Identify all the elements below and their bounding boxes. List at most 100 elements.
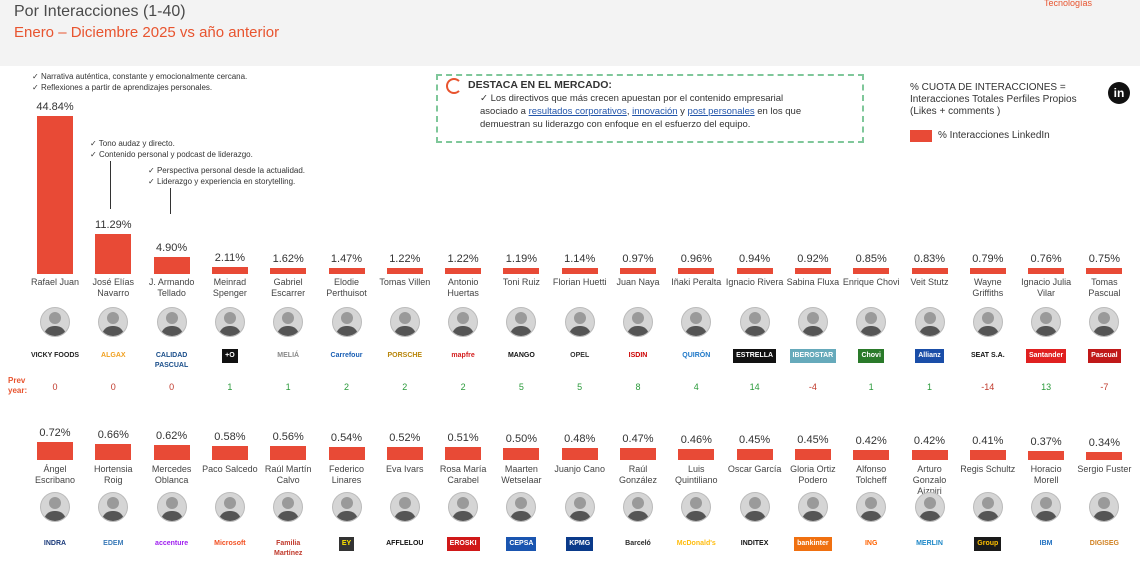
person-name: Iñaki Peralta <box>671 277 722 287</box>
page-subtitle: Por Interacciones (1-40) <box>14 3 186 20</box>
callout-text: en los que <box>754 106 802 117</box>
callout-text: y <box>677 106 688 117</box>
bar <box>736 268 773 274</box>
note-line: Perspectiva personal desde la actualidad… <box>148 165 305 176</box>
bar <box>445 447 482 460</box>
company-logo: INDITEX <box>726 537 784 551</box>
prev-year-value: 1 <box>227 382 233 392</box>
person-name: Raúl González <box>618 464 658 485</box>
person-name: Raúl Martín Calvo <box>264 464 312 485</box>
avatar <box>448 307 479 337</box>
prev-year-value: 5 <box>518 382 524 392</box>
company-logo: Familia Martínez <box>259 537 317 561</box>
data-label: 0.75% <box>1088 253 1120 265</box>
company-name: IBEROSTAR <box>789 349 837 363</box>
company-name: ALGAX <box>101 352 126 359</box>
bar <box>736 448 773 460</box>
callout-link-innovacion[interactable]: innovación <box>632 106 678 117</box>
data-label: 0.46% <box>680 433 712 446</box>
refresh-icon <box>446 78 462 94</box>
note-line: Contenido personal y podcast de liderazg… <box>90 149 253 160</box>
company-name: SEAT S.A. <box>970 352 1005 359</box>
callout-link-post[interactable]: post personales <box>687 106 755 117</box>
company-logo: CALIDAD PASCUAL <box>143 349 201 373</box>
data-label: 1.19% <box>505 253 537 265</box>
company-name: MANGO <box>507 352 535 359</box>
person-name: Ángel Escribano <box>34 464 76 485</box>
company-name: Carrefour <box>330 352 363 359</box>
company-logo: ING <box>842 537 900 551</box>
callout-title: DESTACA EN EL MERCADO: <box>468 79 612 91</box>
bar <box>328 268 365 274</box>
company-name: ISDIN <box>628 352 648 359</box>
bar <box>911 449 948 460</box>
note-connector <box>110 161 111 209</box>
prev-year-value: 0 <box>169 382 175 392</box>
avatar <box>506 492 537 522</box>
company-logo: EROSKI <box>434 537 492 551</box>
legend-description: % CUOTA DE INTERACCIONES = Interacciones… <box>910 82 1100 118</box>
company-name: MELIÁ <box>277 352 300 359</box>
brand-logo: Tecnologías <box>1043 0 1092 8</box>
company-name: IBM <box>1039 540 1053 547</box>
company-name: Chovi <box>858 349 884 363</box>
data-label: 44.84% <box>36 101 74 113</box>
bar <box>503 268 540 274</box>
bar <box>853 449 890 460</box>
person-name: Antonio Huertas <box>447 277 479 298</box>
data-label: 0.72% <box>39 427 71 439</box>
avatar <box>156 492 187 522</box>
bar <box>386 447 423 460</box>
company-logo: SEAT S.A. <box>959 349 1017 363</box>
data-label: 0.92% <box>797 253 829 265</box>
data-label: 0.41% <box>972 434 1004 447</box>
avatar <box>856 307 887 337</box>
avatar <box>797 307 828 337</box>
company-logo: accenture <box>143 537 201 551</box>
person-name: Juan Naya <box>616 277 660 287</box>
data-label: 0.37% <box>1030 435 1062 448</box>
company-name: Familia Martínez <box>273 540 303 557</box>
person-name: Sabina Fluxa <box>786 277 840 287</box>
person-name: Paco Salcedo <box>202 464 258 474</box>
person-name: Eva Ivars <box>386 464 424 474</box>
avatar <box>739 307 770 337</box>
person-name: Tomas Pascual <box>1088 277 1121 298</box>
bar <box>911 268 948 274</box>
data-label: 0.50% <box>505 432 537 445</box>
company-logo: mapfre <box>434 349 492 363</box>
callout-line: Los directivos que más crecen apuestan p… <box>490 93 784 104</box>
note-armando-tellado: Perspectiva personal desde la actualidad… <box>148 165 305 187</box>
person-name: Luis Quintiliano <box>675 464 718 485</box>
bar <box>153 444 190 460</box>
data-label: 0.45% <box>738 433 771 446</box>
legend-swatch <box>910 130 932 142</box>
note-rafael-juan: Narrativa auténtica, constante y emocion… <box>32 71 247 93</box>
data-label: 0.52% <box>389 432 421 444</box>
prev-year-value: -7 <box>1134 382 1140 392</box>
bar <box>678 448 715 460</box>
avatar <box>914 492 945 522</box>
company-logo: VICKY FOODS <box>26 349 84 363</box>
company-name: Group <box>974 537 1002 551</box>
avatar <box>389 307 420 337</box>
person-name: Nacho Abia <box>1134 464 1140 475</box>
company-logo: MERLIN <box>901 537 959 551</box>
company-name: +O <box>222 349 238 363</box>
legend-label: % Interacciones LinkedIn <box>938 130 1050 141</box>
company-logo: Leroy <box>1134 349 1140 363</box>
company-logo: Microsoft <box>201 537 259 551</box>
avatar <box>214 492 245 522</box>
bar <box>969 449 1006 460</box>
bar <box>620 448 656 460</box>
callout-link-resultados[interactable]: resultados corporativos <box>528 106 627 117</box>
data-label: 0.79% <box>972 253 1004 265</box>
avatar <box>914 307 945 337</box>
company-logo: KPMG <box>551 537 609 551</box>
linkedin-icon: in <box>1108 82 1130 104</box>
bar <box>853 268 890 274</box>
data-label: 0.94% <box>738 253 771 265</box>
market-callout: DESTACA EN EL MERCADO: ✓ Los directivos … <box>436 74 864 143</box>
person-name: Hortensia Roig <box>94 464 133 485</box>
bar <box>969 268 1006 274</box>
